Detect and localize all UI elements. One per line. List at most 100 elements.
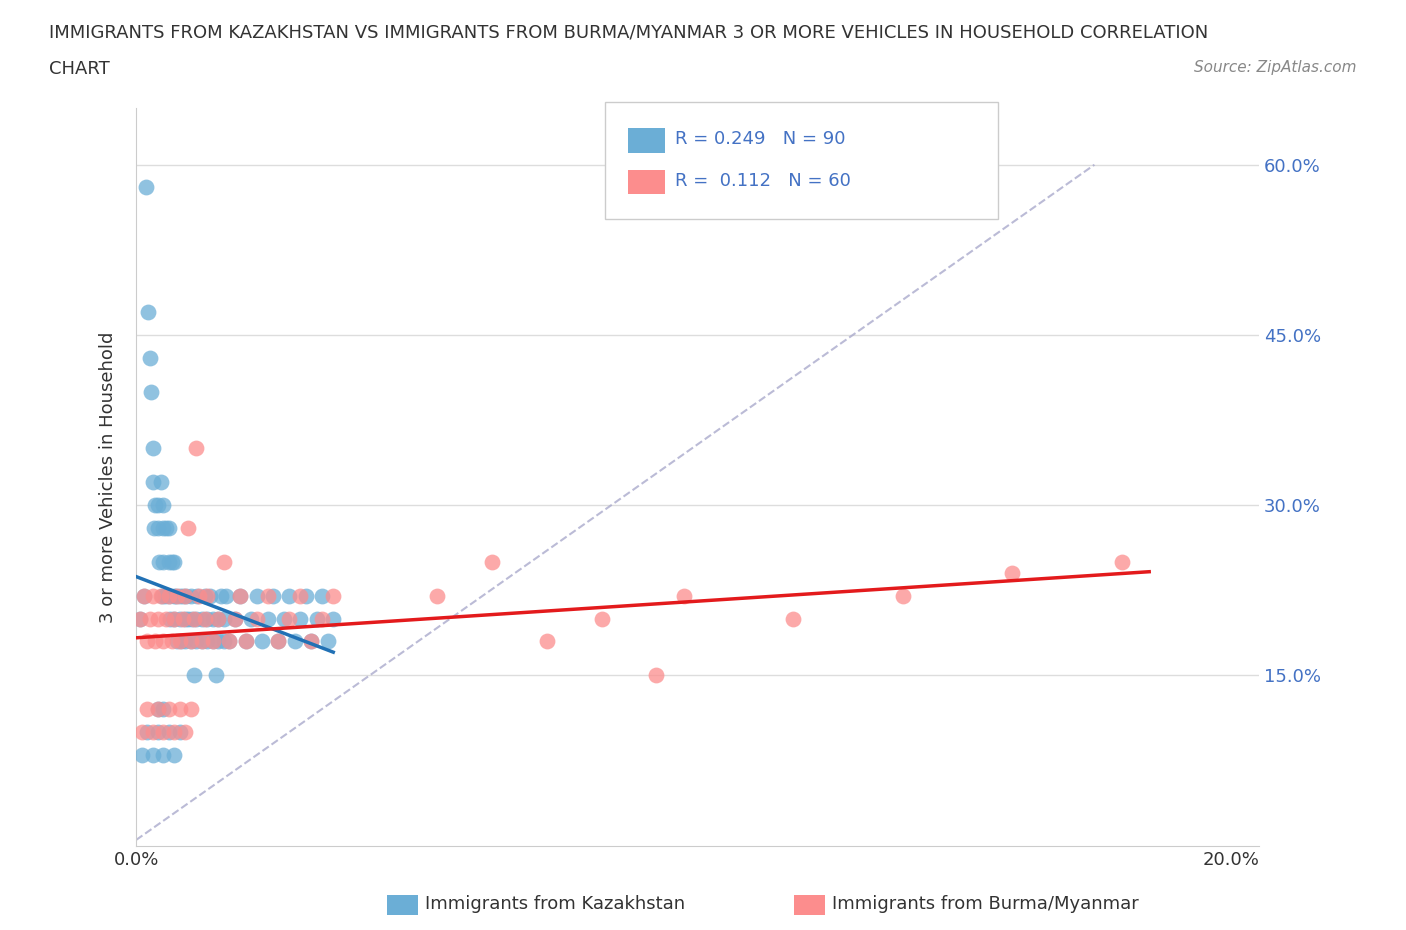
Point	[305, 611, 328, 626]
Point	[207, 611, 229, 626]
Point	[181, 611, 204, 626]
Point	[146, 611, 169, 626]
Point	[229, 589, 252, 604]
Point	[136, 724, 159, 739]
Point	[166, 589, 188, 604]
Point	[201, 634, 224, 649]
Point	[141, 724, 163, 739]
Point	[212, 554, 235, 569]
Point	[139, 351, 162, 365]
Point	[186, 589, 208, 604]
Point	[152, 589, 174, 604]
Point	[143, 498, 166, 512]
Point	[155, 611, 177, 626]
Point	[204, 668, 226, 683]
Point	[146, 702, 169, 717]
Point	[146, 498, 169, 512]
Point	[891, 589, 914, 604]
Point	[166, 634, 188, 649]
Point	[157, 589, 180, 604]
Point	[267, 634, 290, 649]
Point	[174, 724, 197, 739]
Point	[295, 589, 318, 604]
Point	[169, 724, 191, 739]
Point	[177, 611, 200, 626]
Point	[256, 589, 278, 604]
Point	[299, 634, 322, 649]
Point	[536, 634, 558, 649]
Point	[198, 589, 221, 604]
Point	[195, 634, 218, 649]
Point	[169, 702, 191, 717]
Point	[157, 724, 180, 739]
Text: IMMIGRANTS FROM KAZAKHSTAN VS IMMIGRANTS FROM BURMA/MYANMAR 3 OR MORE VEHICLES I: IMMIGRANTS FROM KAZAKHSTAN VS IMMIGRANTS…	[49, 23, 1209, 41]
Text: Immigrants from Burma/Myanmar: Immigrants from Burma/Myanmar	[832, 895, 1139, 913]
Point	[245, 611, 267, 626]
Point	[141, 589, 163, 604]
Point	[157, 702, 180, 717]
Point	[143, 634, 166, 649]
Point	[135, 180, 157, 195]
Point	[212, 634, 235, 649]
Point	[235, 634, 257, 649]
Point	[157, 521, 180, 536]
Point	[134, 589, 156, 604]
Point	[163, 724, 186, 739]
Point	[174, 634, 197, 649]
Point	[207, 611, 229, 626]
Point	[256, 611, 278, 626]
Text: R =  0.112   N = 60: R = 0.112 N = 60	[675, 172, 851, 191]
Point	[163, 748, 186, 763]
Point	[186, 441, 208, 456]
Point	[672, 589, 695, 604]
Point	[169, 611, 191, 626]
Point	[163, 554, 186, 569]
Point	[201, 611, 224, 626]
Point	[290, 611, 312, 626]
Point	[180, 634, 202, 649]
Point	[322, 611, 344, 626]
Point	[229, 589, 252, 604]
Point	[218, 634, 240, 649]
Point	[131, 748, 153, 763]
Point	[163, 589, 186, 604]
Point	[169, 589, 191, 604]
Point	[152, 554, 174, 569]
Point	[152, 498, 174, 512]
Point	[1111, 554, 1133, 569]
Point	[191, 634, 214, 649]
Point	[267, 634, 290, 649]
Point	[180, 634, 202, 649]
Point	[180, 702, 202, 717]
Point	[152, 634, 174, 649]
Point	[152, 748, 174, 763]
Text: Immigrants from Kazakhstan: Immigrants from Kazakhstan	[425, 895, 685, 913]
Point	[195, 589, 218, 604]
Text: CHART: CHART	[49, 60, 110, 78]
Point	[191, 611, 214, 626]
Point	[165, 589, 187, 604]
Point	[250, 634, 273, 649]
Point	[299, 634, 322, 649]
Point	[157, 589, 180, 604]
Point	[177, 521, 200, 536]
Point	[311, 589, 333, 604]
Point	[209, 589, 232, 604]
Point	[224, 611, 246, 626]
Point	[201, 634, 224, 649]
Text: Source: ZipAtlas.com: Source: ZipAtlas.com	[1194, 60, 1357, 75]
Point	[262, 589, 284, 604]
Point	[172, 589, 194, 604]
Point	[290, 589, 312, 604]
Point	[195, 611, 218, 626]
Point	[322, 589, 344, 604]
Point	[481, 554, 503, 569]
Point	[146, 521, 169, 536]
Point	[149, 475, 172, 490]
Point	[136, 305, 159, 320]
Point	[273, 611, 295, 626]
Point	[245, 589, 267, 604]
Point	[191, 634, 214, 649]
Point	[141, 441, 163, 456]
Point	[141, 384, 163, 399]
